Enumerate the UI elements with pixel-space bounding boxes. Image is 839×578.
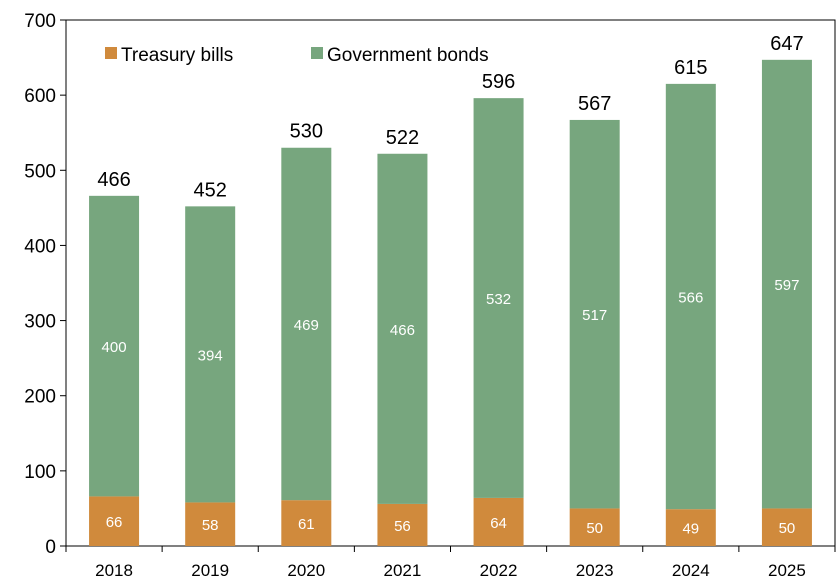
bar-segment-government-bonds xyxy=(281,147,332,501)
total-label: 452 xyxy=(194,179,227,201)
data-label-treasury-bills: 49 xyxy=(682,521,699,538)
bar-segment-government-bonds xyxy=(761,59,812,509)
bar-segment-treasury-bills xyxy=(665,509,716,546)
bar-segment-government-bonds xyxy=(377,153,428,504)
bar-segment-treasury-bills xyxy=(569,508,620,546)
x-tick-label: 2021 xyxy=(384,561,422,578)
y-tick-label: 0 xyxy=(45,537,56,558)
bar-segment-treasury-bills xyxy=(89,496,140,546)
y-tick-label: 700 xyxy=(24,11,56,32)
total-label: 567 xyxy=(578,93,611,115)
total-label: 530 xyxy=(290,121,323,143)
bar-segment-government-bonds xyxy=(665,83,716,510)
legend: Treasury bills Government bonds xyxy=(105,45,489,66)
y-tick-label: 100 xyxy=(24,462,56,483)
data-label-treasury-bills: 56 xyxy=(394,518,411,535)
total-label: 522 xyxy=(386,127,419,149)
bar-segment-treasury-bills xyxy=(473,497,524,546)
y-tick-label: 500 xyxy=(24,161,56,182)
data-label-government-bonds: 466 xyxy=(390,322,415,339)
data-label-treasury-bills: 64 xyxy=(490,515,507,532)
bar-segment-government-bonds xyxy=(569,119,620,509)
plot-frame xyxy=(65,19,836,547)
data-label-government-bonds: 517 xyxy=(582,307,607,324)
data-label-treasury-bills: 61 xyxy=(298,516,315,533)
axes: 0 100 200 300 400 500 600 700 xyxy=(24,11,836,558)
data-label-treasury-bills: 58 xyxy=(202,517,219,534)
legend-swatch-government-bonds xyxy=(311,47,323,59)
legend-label-treasury-bills: Treasury bills xyxy=(121,45,233,66)
x-tick-label: 2025 xyxy=(768,561,806,578)
x-tick-label: 2018 xyxy=(95,561,133,578)
y-tick-label: 600 xyxy=(24,86,56,107)
x-tick-label: 2023 xyxy=(576,561,614,578)
x-tick-label: 2024 xyxy=(672,561,710,578)
bar-segment-treasury-bills xyxy=(761,508,812,546)
data-label-government-bonds: 400 xyxy=(102,339,127,356)
data-label-treasury-bills: 50 xyxy=(779,520,796,537)
y-tick-label: 400 xyxy=(24,236,56,257)
y-tick-label: 300 xyxy=(24,312,56,333)
total-label: 647 xyxy=(770,33,803,55)
bar-segment-treasury-bills xyxy=(185,502,236,546)
legend-swatch-treasury-bills xyxy=(105,47,117,59)
x-tick-label: 2019 xyxy=(191,561,229,578)
data-label-government-bonds: 566 xyxy=(678,290,703,307)
data-label-treasury-bills: 66 xyxy=(106,514,123,531)
bar-segment-government-bonds xyxy=(473,98,524,498)
x-tick-label: 2022 xyxy=(480,561,518,578)
x-tick-label: 2020 xyxy=(287,561,325,578)
data-label-government-bonds: 532 xyxy=(486,291,511,308)
data-label-government-bonds: 394 xyxy=(198,347,223,364)
y-tick-label: 200 xyxy=(24,387,56,408)
data-label-treasury-bills: 50 xyxy=(586,520,603,537)
total-label: 615 xyxy=(674,57,707,79)
legend-label-government-bonds: Government bonds xyxy=(327,45,489,66)
total-label: 596 xyxy=(482,71,515,93)
data-label-government-bonds: 469 xyxy=(294,317,319,334)
bar-segment-treasury-bills xyxy=(377,503,428,546)
bars: 66 400 466 2018 58 394 452 2019 61 469 530 2020 56 46… xyxy=(89,33,812,578)
bar-segment-treasury-bills xyxy=(281,500,332,546)
bar-segment-government-bonds xyxy=(185,206,236,503)
bar-segment-government-bonds xyxy=(89,195,140,497)
total-label: 466 xyxy=(97,169,130,191)
data-label-government-bonds: 597 xyxy=(774,277,799,294)
